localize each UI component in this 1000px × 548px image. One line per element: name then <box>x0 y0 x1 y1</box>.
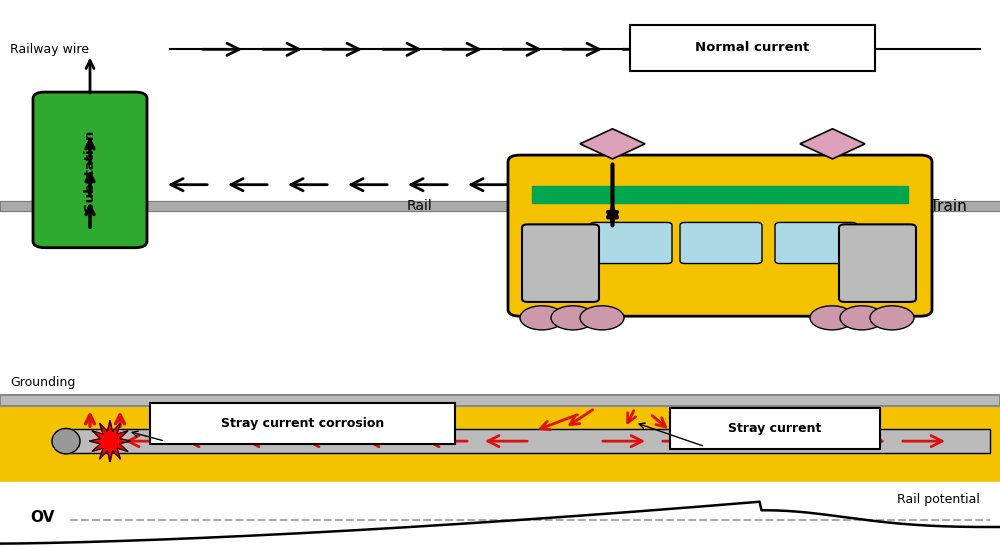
Circle shape <box>580 306 624 330</box>
Bar <box>0 395 1000 406</box>
FancyBboxPatch shape <box>670 408 880 449</box>
Text: Normal current: Normal current <box>695 42 810 54</box>
Bar <box>0 482 1000 548</box>
Text: Train: Train <box>930 198 967 214</box>
FancyBboxPatch shape <box>522 224 599 302</box>
Text: OV: OV <box>30 510 54 526</box>
FancyBboxPatch shape <box>150 403 455 444</box>
Text: Railway wire: Railway wire <box>10 43 89 56</box>
Circle shape <box>520 306 564 330</box>
Text: Rail: Rail <box>407 199 433 213</box>
FancyBboxPatch shape <box>630 25 875 71</box>
Bar <box>532 186 908 203</box>
FancyBboxPatch shape <box>33 92 147 248</box>
FancyBboxPatch shape <box>775 222 857 264</box>
Bar <box>0 201 1000 211</box>
Text: Grounding: Grounding <box>10 376 75 389</box>
Bar <box>0 201 1000 211</box>
Bar <box>0 395 1000 482</box>
FancyBboxPatch shape <box>680 222 762 264</box>
Polygon shape <box>89 420 131 462</box>
Polygon shape <box>800 129 865 159</box>
Bar <box>0 395 1000 406</box>
Circle shape <box>810 306 854 330</box>
Polygon shape <box>580 129 645 159</box>
Text: Rail potential: Rail potential <box>897 493 980 506</box>
Bar <box>62 429 990 453</box>
Circle shape <box>551 306 595 330</box>
Ellipse shape <box>52 429 80 454</box>
FancyBboxPatch shape <box>839 224 916 302</box>
Text: Stray current corrosion: Stray current corrosion <box>221 417 384 430</box>
FancyBboxPatch shape <box>508 155 932 316</box>
Circle shape <box>870 306 914 330</box>
Text: Stray current: Stray current <box>728 423 822 435</box>
Text: Substation: Substation <box>84 129 96 210</box>
Circle shape <box>840 306 884 330</box>
Bar <box>62 429 990 453</box>
FancyBboxPatch shape <box>590 222 672 264</box>
Bar <box>0 0 1000 395</box>
